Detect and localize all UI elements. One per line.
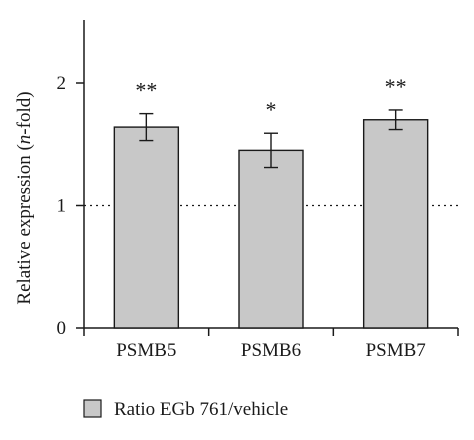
y-tick-label: 0 xyxy=(57,318,67,339)
bars xyxy=(113,119,429,329)
labels: 0 1 2 ** PSMB5 * PSMB6 ** PSMB7 xyxy=(57,73,426,361)
bar xyxy=(113,126,180,329)
significance-label: ** xyxy=(385,74,407,99)
legend: Ratio EGb 761/vehicle xyxy=(83,399,288,420)
x-tick-label: PSMB6 xyxy=(241,340,301,361)
x-tick-label: PSMB7 xyxy=(366,340,426,361)
bar xyxy=(238,149,304,329)
bar xyxy=(362,119,429,329)
legend-swatch xyxy=(83,399,102,418)
y-tick-label: 2 xyxy=(57,73,67,94)
significance-label: ** xyxy=(135,78,157,103)
x-tick-label: PSMB5 xyxy=(116,340,176,361)
y-axis-title: Relative expression (n-fold) xyxy=(14,91,35,304)
y-tick-label: 1 xyxy=(57,196,67,217)
legend-label: Ratio EGb 761/vehicle xyxy=(114,399,288,420)
error-bars xyxy=(139,109,403,169)
significance-label: * xyxy=(266,97,277,122)
